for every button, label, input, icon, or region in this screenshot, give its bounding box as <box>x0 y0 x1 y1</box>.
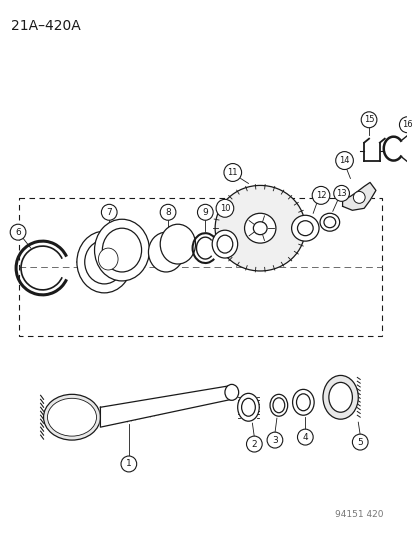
Ellipse shape <box>102 228 141 272</box>
Ellipse shape <box>85 240 123 284</box>
Ellipse shape <box>77 231 131 293</box>
Ellipse shape <box>244 213 275 243</box>
Circle shape <box>121 456 136 472</box>
Circle shape <box>101 204 117 220</box>
Text: 5: 5 <box>356 438 362 447</box>
Text: 12: 12 <box>315 191 325 200</box>
Text: 3: 3 <box>271 435 277 445</box>
Ellipse shape <box>323 217 335 228</box>
Text: 16: 16 <box>401 120 412 129</box>
Ellipse shape <box>328 382 351 412</box>
Ellipse shape <box>215 185 305 271</box>
Ellipse shape <box>212 230 237 258</box>
Text: 94151 420: 94151 420 <box>335 510 383 519</box>
Ellipse shape <box>160 224 195 264</box>
Ellipse shape <box>272 398 284 413</box>
Ellipse shape <box>216 235 232 253</box>
Circle shape <box>246 436 261 452</box>
Circle shape <box>361 112 376 128</box>
Ellipse shape <box>297 221 312 236</box>
Text: 11: 11 <box>227 168 237 177</box>
Circle shape <box>335 151 353 169</box>
Ellipse shape <box>94 219 149 281</box>
Text: 15: 15 <box>363 115 373 124</box>
Circle shape <box>160 204 176 220</box>
Text: 4: 4 <box>302 433 307 442</box>
Ellipse shape <box>292 389 313 415</box>
Circle shape <box>266 432 282 448</box>
Ellipse shape <box>253 222 266 235</box>
Circle shape <box>216 199 233 217</box>
Circle shape <box>223 164 241 181</box>
Circle shape <box>197 204 213 220</box>
Circle shape <box>399 117 413 133</box>
Ellipse shape <box>241 398 255 416</box>
Ellipse shape <box>224 384 238 400</box>
Text: 14: 14 <box>339 156 349 165</box>
Ellipse shape <box>296 394 309 411</box>
Text: 13: 13 <box>335 189 346 198</box>
Ellipse shape <box>319 213 339 231</box>
Ellipse shape <box>353 191 364 203</box>
Circle shape <box>297 429 312 445</box>
Ellipse shape <box>148 232 183 272</box>
Ellipse shape <box>291 215 318 241</box>
Text: 1: 1 <box>126 459 131 469</box>
Ellipse shape <box>98 248 118 270</box>
Text: 9: 9 <box>202 208 208 217</box>
Ellipse shape <box>43 394 100 440</box>
Text: 8: 8 <box>165 208 171 217</box>
Circle shape <box>351 434 367 450</box>
Ellipse shape <box>269 394 287 416</box>
Polygon shape <box>100 385 231 427</box>
Text: 2: 2 <box>251 440 256 449</box>
Text: 7: 7 <box>106 208 112 217</box>
Text: 10: 10 <box>219 204 230 213</box>
Ellipse shape <box>47 398 96 436</box>
Text: 6: 6 <box>15 228 21 237</box>
Circle shape <box>311 187 329 204</box>
Circle shape <box>10 224 26 240</box>
Bar <box>19 198 381 336</box>
Circle shape <box>333 185 349 201</box>
Ellipse shape <box>322 375 357 419</box>
Text: 21A–420A: 21A–420A <box>11 19 81 33</box>
Ellipse shape <box>237 393 259 421</box>
Polygon shape <box>342 182 375 211</box>
